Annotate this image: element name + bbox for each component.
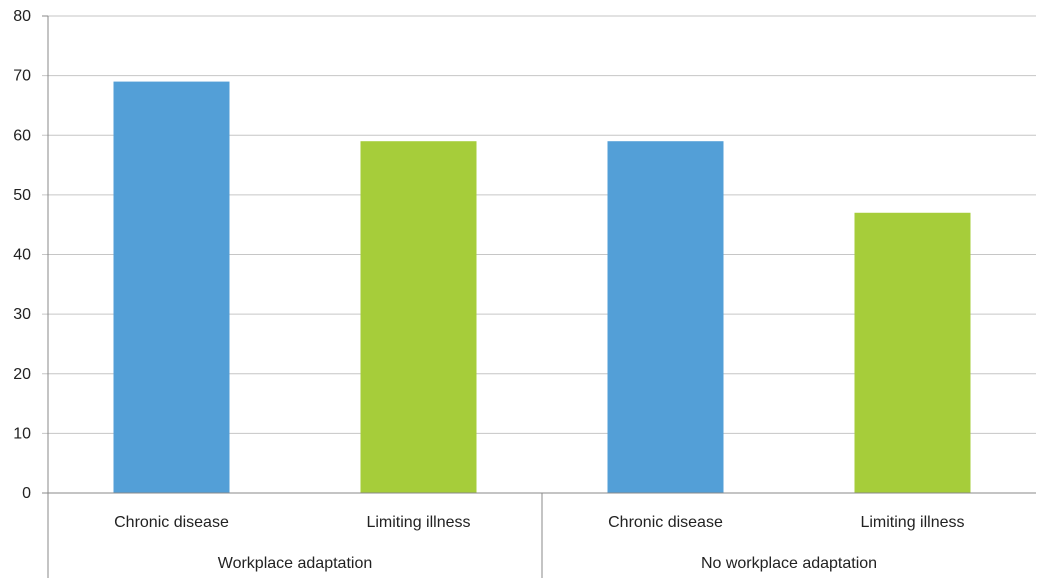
bars	[113, 81, 971, 494]
x-group-label: No workplace adaptation	[701, 555, 877, 572]
bar	[113, 81, 230, 494]
x-category-label: Limiting illness	[860, 514, 964, 531]
y-tick-label: 40	[13, 247, 31, 264]
y-tick-label: 50	[13, 187, 31, 204]
bar	[854, 212, 971, 493]
x-category-labels: Chronic disease Limiting illness Chronic d…	[114, 514, 964, 531]
y-tick-label: 20	[13, 366, 31, 383]
y-tick-label: 60	[13, 127, 31, 144]
bar	[607, 141, 724, 493]
x-group-labels: Workplace adaptation No workplace adaptat…	[218, 555, 877, 572]
y-tick-label: 0	[22, 485, 31, 502]
y-tick-label: 80	[13, 8, 31, 25]
y-tick-label: 70	[13, 68, 31, 85]
x-category-label: Chronic disease	[608, 514, 723, 531]
x-category-label: Limiting illness	[366, 514, 470, 531]
axes	[42, 15, 1036, 578]
x-group-label: Workplace adaptation	[218, 555, 372, 572]
y-tick-labels: 0 10 20 30 40 50 60 70 80	[13, 8, 31, 502]
y-tick-label: 10	[13, 425, 31, 442]
y-tick-label: 30	[13, 306, 31, 323]
x-category-label: Chronic disease	[114, 514, 229, 531]
bar	[360, 141, 477, 493]
